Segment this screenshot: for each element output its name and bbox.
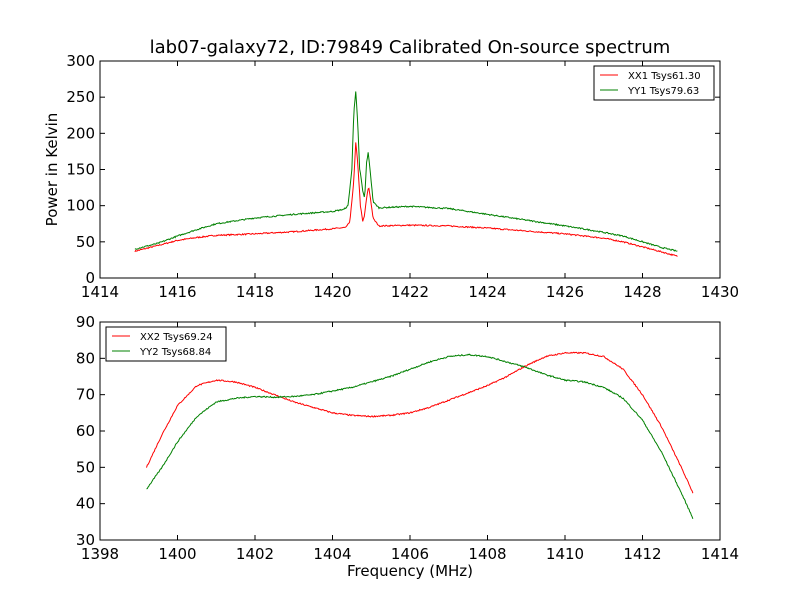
y-tick-label: 200 [66,124,95,142]
x-tick-label: 1418 [236,283,274,301]
y-tick-label: 40 [76,495,95,513]
y-tick-label: 150 [66,161,95,179]
bottom-spectrum-panel: 1398 1400 1402 1404 1406 1408 1410 1412 1414 30 40… [76,313,739,580]
legend-label: YY2 Tsys68.84 [139,347,211,358]
legend-label: XX2 Tsys69.24 [140,332,213,343]
series-line-1 [134,142,678,257]
x-tick-label: 1406 [391,545,429,563]
x-tick-label: 1402 [236,545,274,563]
x-tick-label: 1416 [158,283,196,301]
legend-label: YY1 Tsys79.63 [627,86,699,97]
x-tick-label: 1404 [313,545,351,563]
series-line-2 [134,91,678,252]
x-tick-label: 1410 [546,545,584,563]
x-tick-label: 1412 [623,545,661,563]
y-tick-label: 50 [76,233,95,251]
y-tick-label: 30 [76,531,95,549]
y-tick-label: 80 [76,349,95,367]
x-tick-label: 1426 [546,283,584,301]
x-tick-label: 1400 [158,545,196,563]
x-tick-label: 1424 [468,283,506,301]
x-tick-label: 1414 [81,283,119,301]
top-spectrum-panel: 1414 1416 1418 1420 1422 1424 1426 1428 1430 0 50 1… [43,52,739,301]
y-tick-label: 50 [76,458,95,476]
x-axis-label: Frequency (MHz) [347,562,473,580]
legend-label: XX1 Tsys61.30 [628,71,701,82]
y-tick-label: 250 [66,88,95,106]
legend: XX1 Tsys61.30 YY1 Tsys79.63 [593,65,715,101]
x-tick-label: 1414 [701,545,739,563]
series-line-1 [146,351,694,494]
y-tick-label: 300 [66,52,95,70]
y-tick-label: 0 [85,269,95,287]
figure-title: lab07-galaxy72, ID:79849 Calibrated On-s… [150,37,671,58]
x-tick-label: 1422 [391,283,429,301]
y-tick-label: 60 [76,422,95,440]
x-tick-label: 1430 [701,283,739,301]
y-tick-label: 100 [66,197,95,215]
legend-box [105,326,227,362]
y-axis-label: Power in Kelvin [43,113,61,227]
x-tick-label: 1408 [468,545,506,563]
y-tick-label: 90 [76,313,95,331]
legend-box [593,65,715,101]
x-tick-label: 1398 [81,545,119,563]
x-tick-label: 1428 [623,283,661,301]
series-line-2 [146,353,694,519]
legend: XX2 Tsys69.24 YY2 Tsys68.84 [105,326,227,362]
x-tick-label: 1420 [313,283,351,301]
y-tick-label: 70 [76,386,95,404]
